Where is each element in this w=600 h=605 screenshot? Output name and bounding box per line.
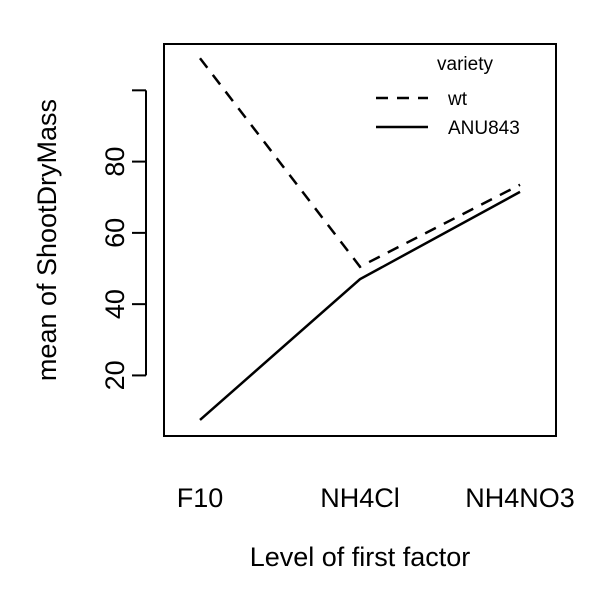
y-tick-label: 60 bbox=[100, 218, 130, 248]
x-axis-title: Level of first factor bbox=[250, 542, 471, 572]
plot-frame bbox=[163, 43, 557, 437]
y-tick-label: 20 bbox=[100, 360, 130, 390]
series-line-anu843 bbox=[199, 190, 521, 421]
legend-items: wt ANU843 bbox=[376, 89, 520, 139]
x-tick-label: NH4NO3 bbox=[465, 483, 575, 513]
x-tick-labels: F10 NH4Cl NH4NO3 bbox=[177, 483, 575, 513]
y-axis: 20 40 60 80 bbox=[100, 89, 147, 390]
y-tick-label: 80 bbox=[100, 147, 130, 177]
legend-title: variety bbox=[437, 54, 493, 75]
legend: variety wt ANU843 bbox=[376, 54, 520, 139]
y-ticks: 20 40 60 80 bbox=[100, 89, 146, 390]
x-tick-label: NH4Cl bbox=[320, 483, 400, 513]
y-axis-title: mean of ShootDryMass bbox=[32, 99, 62, 381]
legend-label-anu843: ANU843 bbox=[448, 118, 520, 139]
legend-label-wt: wt bbox=[447, 89, 468, 110]
y-tick-label: 40 bbox=[100, 289, 130, 319]
series-lines bbox=[199, 57, 521, 421]
x-tick-label: F10 bbox=[177, 483, 224, 513]
series-line-wt bbox=[199, 57, 521, 269]
